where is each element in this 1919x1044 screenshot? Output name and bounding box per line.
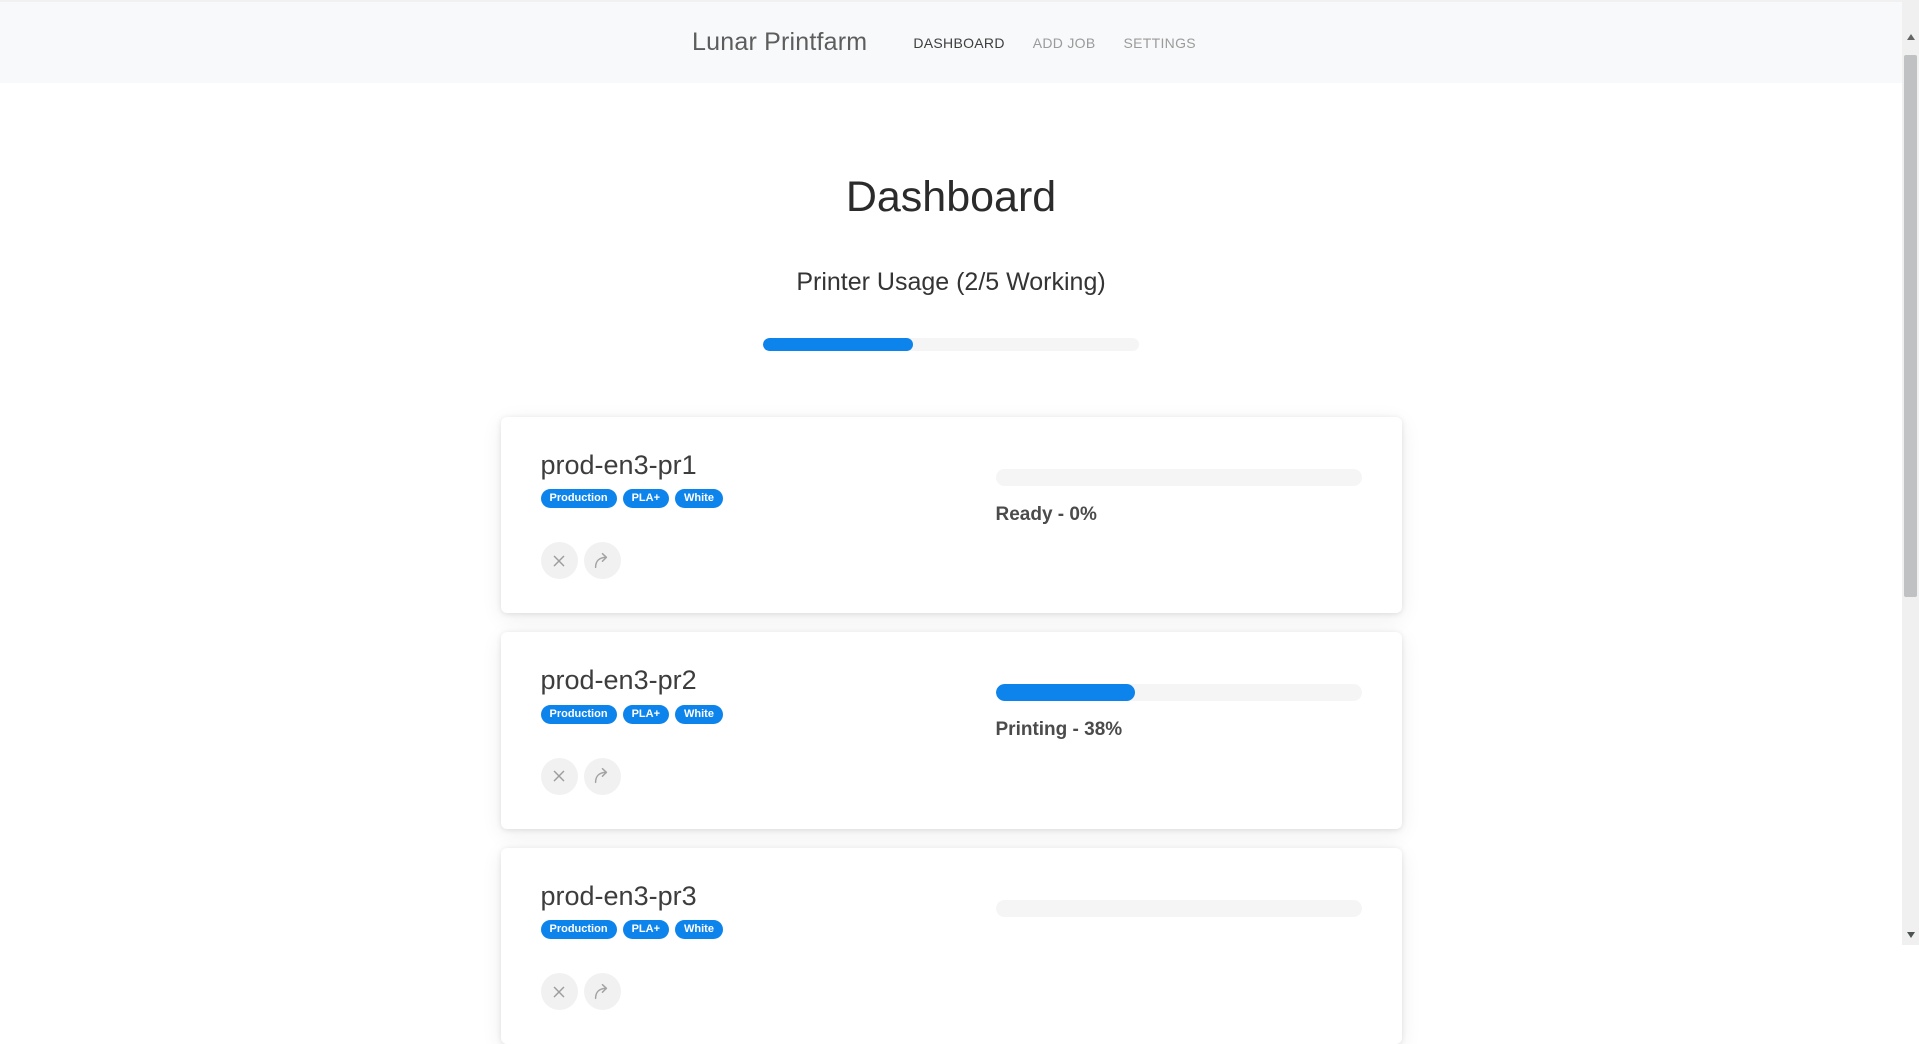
printer-card: prod-en3-pr2 Production PLA+ White [500,632,1402,829]
usage-heading: Printer Usage (2/5 Working) [796,268,1106,296]
printer-card: prod-en3-pr3 Production PLA+ White [500,847,1402,1044]
printer-name: prod-en3-pr1 [540,450,697,480]
printer-tags: Production PLA+ White [540,704,996,724]
cancel-print-button[interactable] [540,973,578,1011]
overall-usage-progress-fill [763,338,914,351]
printer-tags: Production PLA+ White [540,489,996,509]
printer-name: prod-en3-pr2 [540,665,697,696]
printer-card-info: prod-en3-pr1 Production PLA+ White [540,449,996,580]
printer-progressbar [995,469,1362,486]
tag-badge: White [675,920,723,940]
tag-badge: Production [540,704,617,724]
printer-status: Ready - 0% [995,504,1097,525]
x-icon [548,981,570,1003]
printer-card: prod-en3-pr1 Production PLA+ White [500,417,1402,614]
send-job-button[interactable] [583,757,621,795]
navbar-inner: Lunar Printfarm DASHBOARD ADD JOB SETTIN… [692,28,1210,57]
printer-card-info: prod-en3-pr2 Production PLA+ White [540,664,996,795]
cancel-print-button[interactable] [540,757,578,795]
printer-status [996,935,1362,957]
printer-actions [540,757,996,795]
printer-card-info: prod-en3-pr3 Production PLA+ White [540,880,996,1011]
tag-badge: PLA+ [622,489,669,509]
send-job-button[interactable] [583,973,621,1011]
overall-usage-progressbar [763,338,1139,351]
main-content: Dashboard Printer Usage (2/5 Working) pr… [0,173,1902,1044]
page-title: Dashboard [845,173,1057,221]
share-arrow-icon [591,981,613,1003]
up-arrow-icon [1906,33,1915,40]
printer-name: prod-en3-pr3 [540,880,697,911]
navbar: Lunar Printfarm DASHBOARD ADD JOB SETTIN… [0,0,1902,83]
scrollbar-up-button[interactable] [1902,28,1919,45]
x-icon [548,765,570,787]
tag-badge: White [675,489,723,509]
nav-links: DASHBOARD ADD JOB SETTINGS [899,29,1210,57]
tag-badge: Production [540,489,617,509]
nav-item-dashboard[interactable]: DASHBOARD [913,34,1005,51]
printer-status: Printing - 38% [995,719,1123,741]
scrollbar[interactable] [1902,0,1919,945]
down-arrow-icon [1906,931,1915,938]
printer-tags: Production PLA+ White [540,920,996,940]
tag-badge: Production [540,920,617,940]
scrollbar-thumb[interactable] [1904,55,1917,597]
printer-actions [540,542,996,580]
printer-progressbar [995,684,1362,702]
printer-card-list: prod-en3-pr1 Production PLA+ White [500,417,1402,1044]
nav-item-add-job[interactable]: ADD JOB [1032,34,1096,51]
x-icon [548,550,570,572]
share-arrow-icon [591,765,613,787]
tag-badge: PLA+ [622,920,669,940]
send-job-button[interactable] [583,542,621,580]
printer-card-progress: Ready - 0% [995,449,1362,579]
printer-actions [540,973,996,1011]
nav-item-settings[interactable]: SETTINGS [1123,34,1196,51]
share-arrow-icon [591,550,613,572]
printer-progress-fill [995,684,1135,702]
printer-progressbar [995,899,1362,917]
brand[interactable]: Lunar Printfarm [692,28,868,56]
cancel-print-button[interactable] [540,542,578,580]
printer-card-progress [995,880,1362,1010]
printer-card-progress: Printing - 38% [995,664,1362,794]
tag-badge: White [675,704,723,724]
tag-badge: PLA+ [622,704,669,724]
scrollbar-down-button[interactable] [1902,926,1919,943]
